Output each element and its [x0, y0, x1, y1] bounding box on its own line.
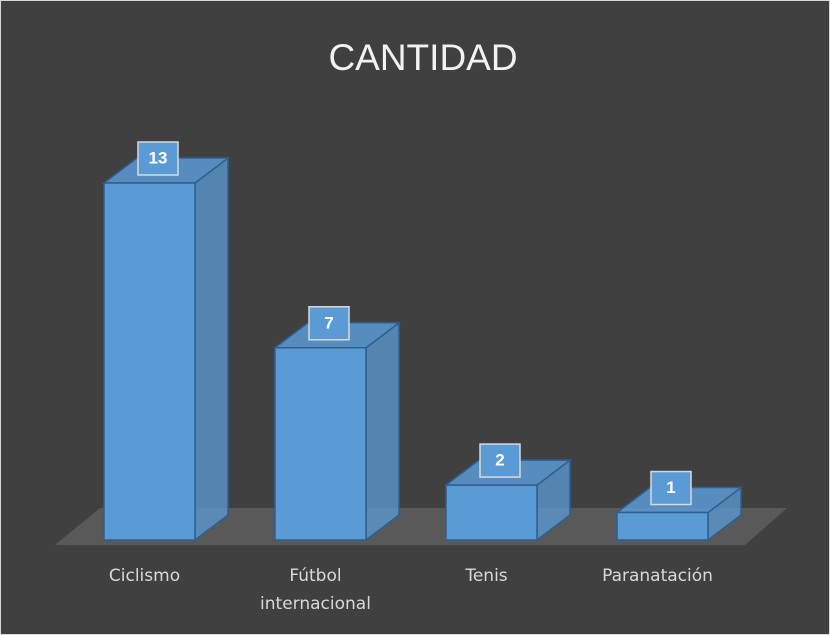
chart-title: CANTIDAD	[328, 37, 517, 78]
x-tick-label: Ciclismo	[108, 566, 181, 586]
bar-side	[365, 321, 400, 542]
floor	[55, 508, 787, 545]
data-label-box	[308, 306, 350, 341]
bar-side	[194, 156, 229, 542]
data-label-box	[137, 141, 179, 176]
bar-front	[103, 182, 196, 541]
data-label-box	[479, 443, 521, 478]
bar	[101, 156, 231, 542]
data-label: 2	[495, 451, 504, 470]
data-label-box	[650, 470, 692, 506]
bar-front	[445, 484, 538, 541]
x-tick-label: Tenis	[465, 566, 508, 586]
data-label: 7	[324, 313, 333, 332]
data-label: 1	[666, 478, 675, 497]
bar-front	[274, 347, 367, 541]
bar	[272, 321, 402, 542]
bar-front	[616, 511, 709, 541]
data-label: 13	[149, 148, 168, 167]
x-tick-label: Paranatación	[602, 566, 713, 586]
x-tick-label: Fútbol internacional	[260, 566, 371, 614]
